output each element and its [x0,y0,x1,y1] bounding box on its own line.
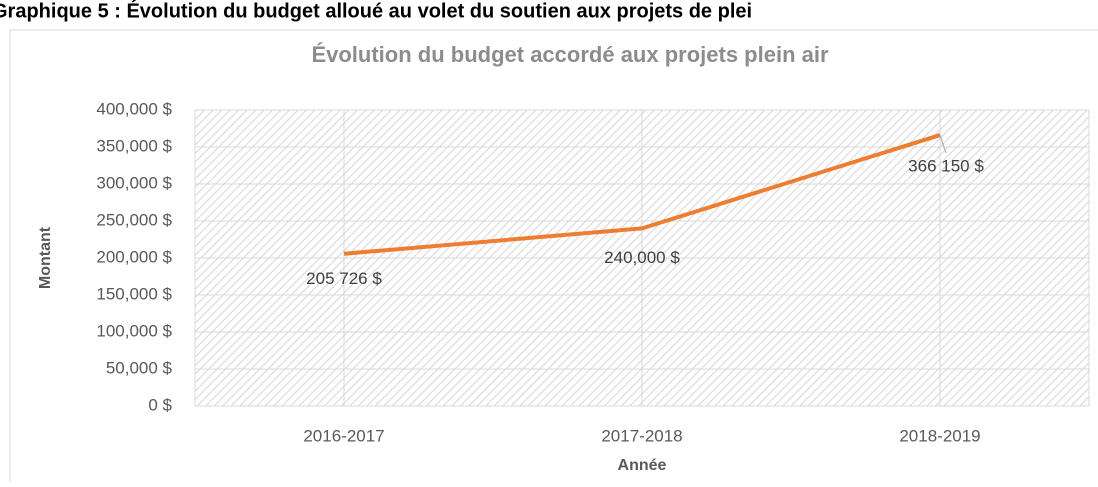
chart-frame [9,29,1098,482]
data-label: 240,000 $ [604,248,680,267]
y-tick-label: 350,000 $ [96,136,172,155]
y-tick-label: 400,000 $ [96,99,172,118]
x-tick-label: 2018-2019 [899,426,980,445]
x-tick-label: 2017-2018 [601,426,682,445]
line-series [343,133,941,256]
y-tick-label: 200,000 $ [96,247,172,266]
leader-line [939,134,947,154]
y-tick-label: 50,000 $ [106,358,173,377]
data-label: 205 726 $ [306,269,382,288]
x-tick-label: 2016-2017 [303,426,384,445]
data-label: 366 150 $ [908,157,984,176]
y-axis-title: Montant [37,226,54,289]
x-axis-title: Année [618,457,667,474]
chart-title: Évolution du budget accordé aux projets … [311,42,829,67]
y-tick-label: 300,000 $ [96,173,172,192]
y-tick-label: 250,000 $ [96,210,172,229]
y-tick-label: 0 $ [148,395,172,414]
y-tick-label: 150,000 $ [96,284,172,303]
y-tick-label: 100,000 $ [96,321,172,340]
heading: Graphique 5 : Évolution du budget alloué… [0,0,752,22]
